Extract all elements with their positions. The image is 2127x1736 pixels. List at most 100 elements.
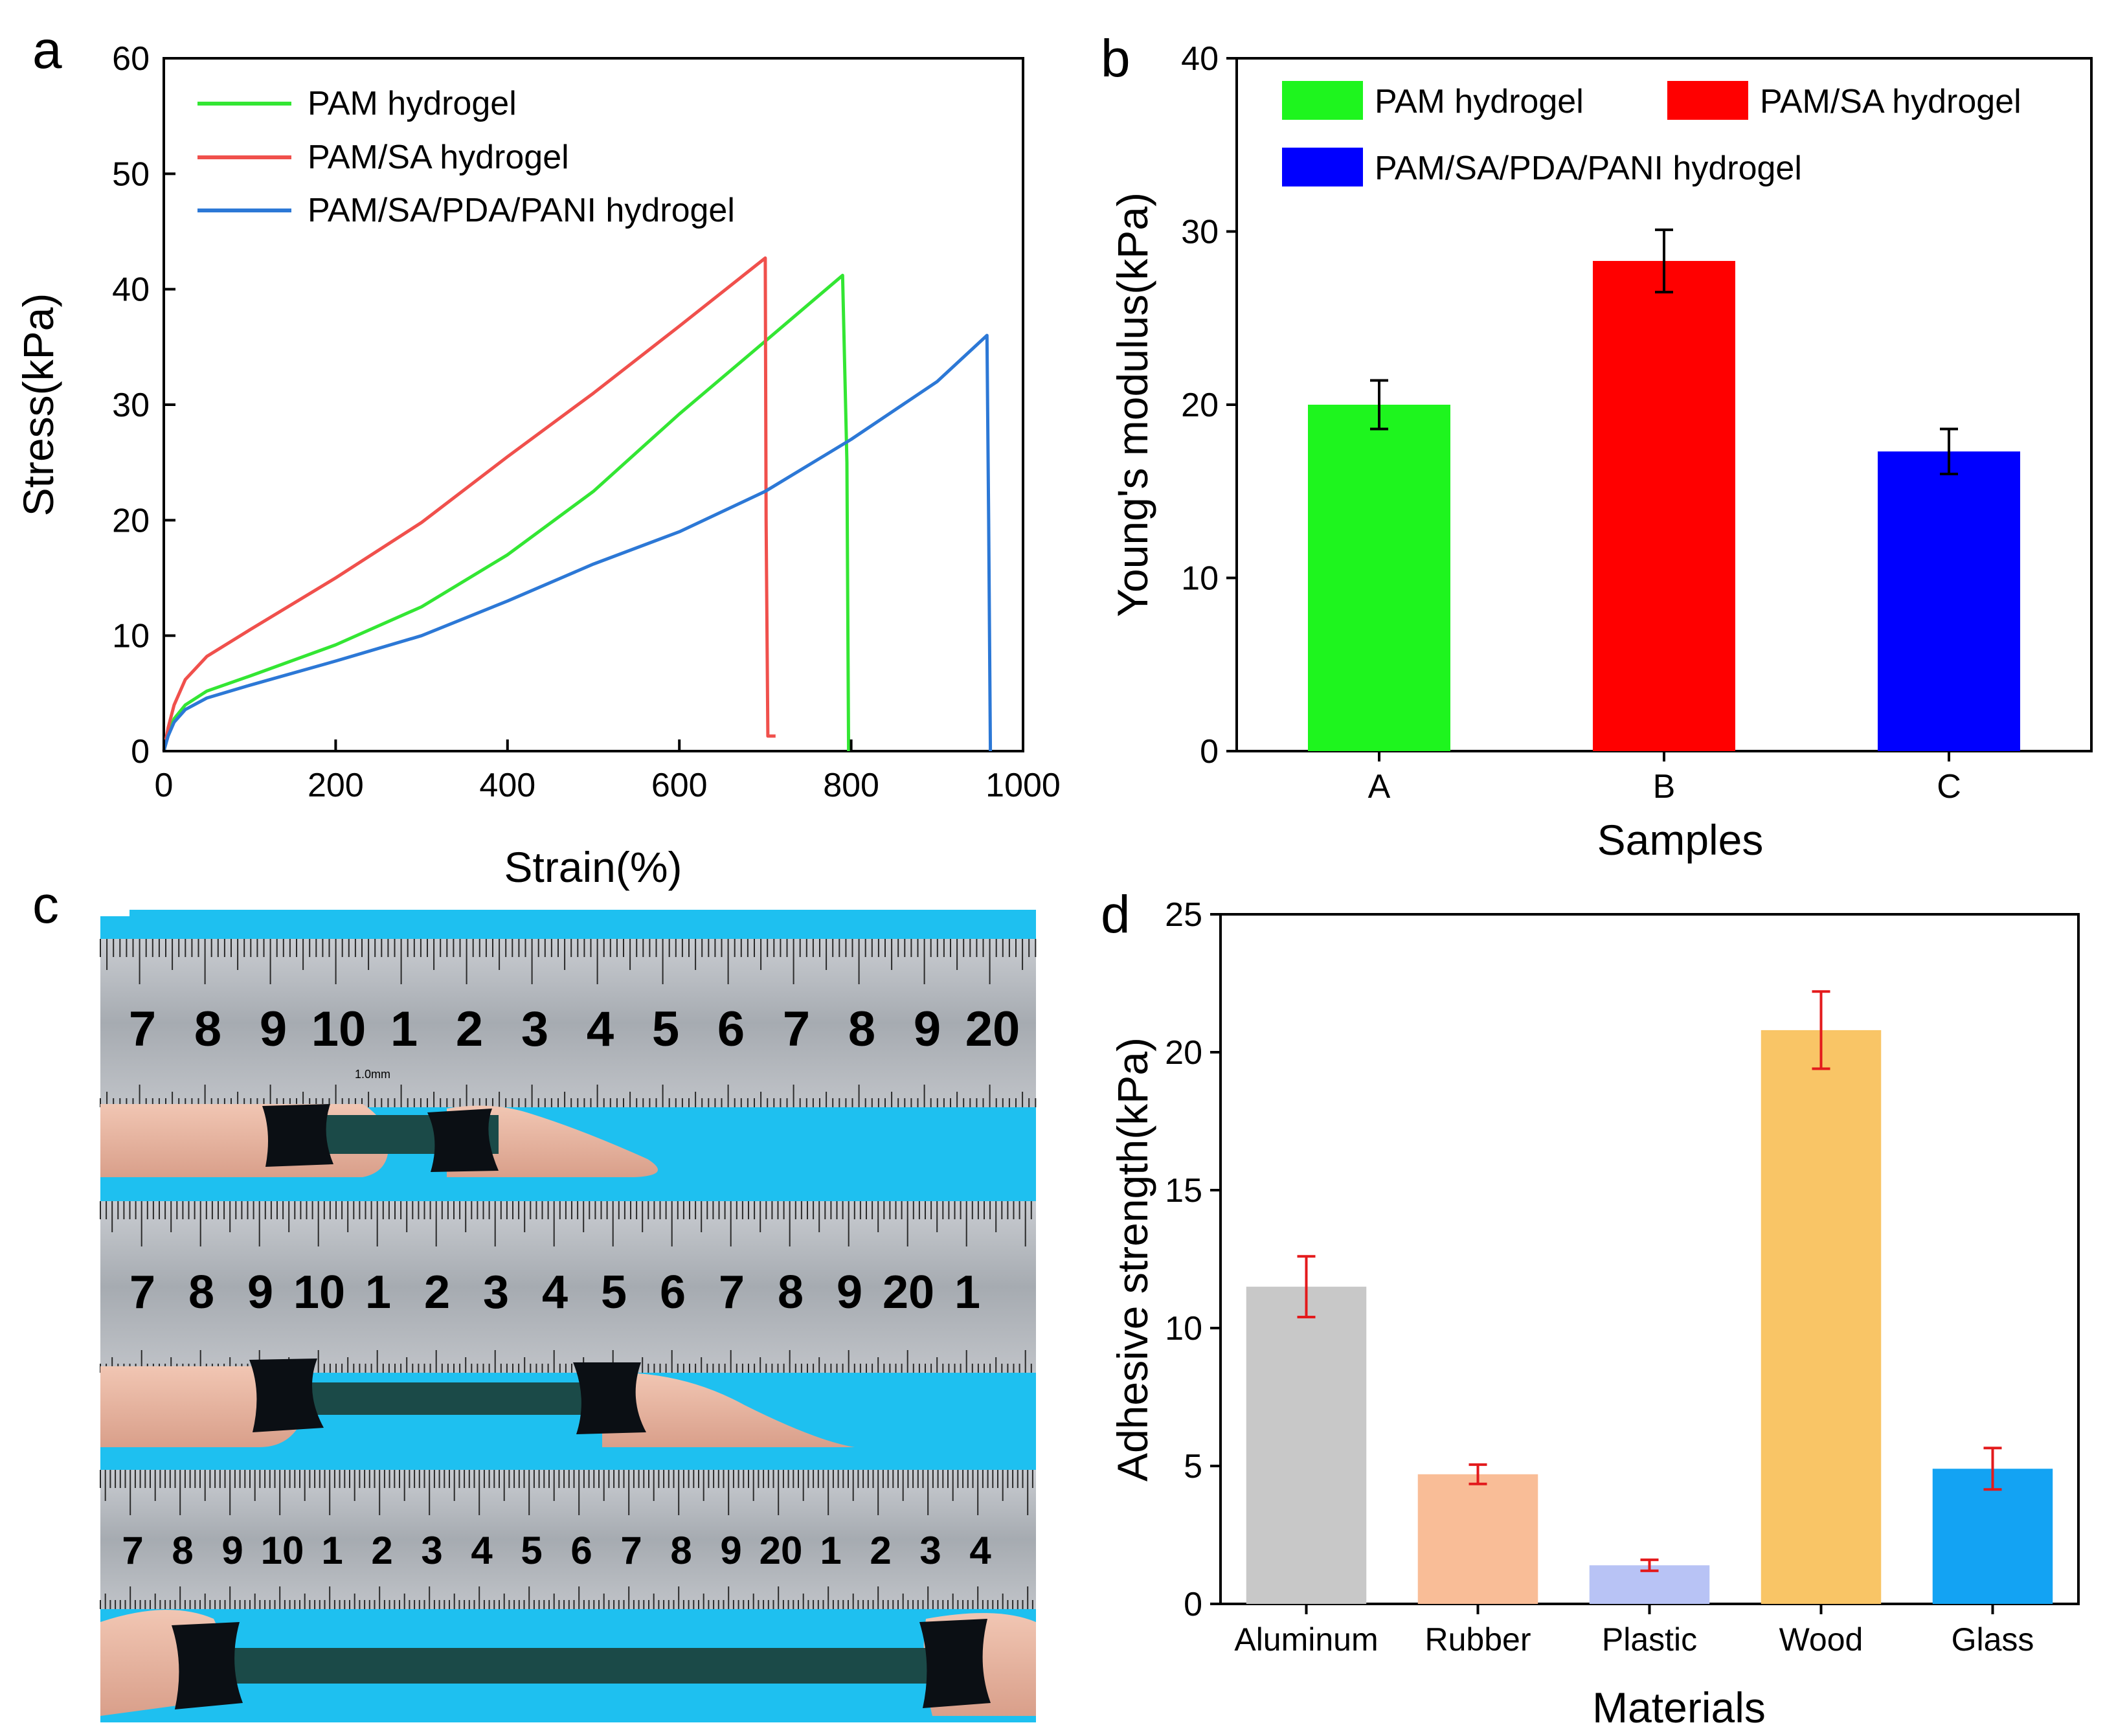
ruler-1 [100, 939, 1036, 1107]
bar-a [1308, 405, 1450, 751]
clip-left [172, 1622, 243, 1709]
ruler-number: 3 [521, 1002, 548, 1057]
y-tick-label: 0 [131, 733, 150, 771]
y-tick-label: 60 [112, 40, 150, 78]
x-axis-label: Strain(%) [504, 843, 682, 891]
ruler-number: 7 [129, 1267, 155, 1318]
x-tick-label-a: A [1368, 768, 1391, 806]
ruler-number: 10 [293, 1267, 345, 1318]
series-line-pam-sa-pda-pani-hydrogel [162, 333, 993, 752]
ruler-number: 7 [122, 1529, 143, 1572]
ruler-unit-label: 1.0mm [355, 1068, 390, 1081]
bar-c [1878, 451, 2020, 751]
ruler-number: 1 [954, 1267, 980, 1318]
bars-group [1246, 990, 2053, 1604]
y-tick-label: 25 [1165, 896, 1202, 934]
legend-label-pam: PAM hydrogel [308, 85, 517, 122]
ruler-number: 8 [194, 1002, 221, 1057]
ruler-number: 8 [670, 1529, 692, 1572]
clip-right [427, 1109, 499, 1172]
y-tick-label: 15 [1165, 1172, 1202, 1210]
y-ticks: 0 10 20 30 40 50 60 [112, 40, 175, 771]
x-tick-label-rubber: Rubber [1425, 1621, 1531, 1658]
bar-glass [1932, 1469, 2053, 1604]
ruler-number: 10 [261, 1529, 304, 1572]
x-axis-label: Samples [1597, 816, 1764, 864]
y-axis-label: Adhesive strength(kPa) [1109, 1037, 1156, 1482]
x-tick-label: 0 [155, 767, 174, 804]
ruler-numbers: 7 8 9 10 1 2 3 4 5 6 7 8 9 20 1 [129, 1267, 980, 1318]
legend-label-pam-sa: PAM/SA hydrogel [308, 139, 569, 176]
panel-letter-b: b [1101, 29, 1131, 88]
ruler-number: 8 [848, 1002, 875, 1057]
ruler-number: 7 [719, 1267, 745, 1318]
ruler-number: 6 [717, 1002, 745, 1057]
photo-row-1: 7 8 9 10 1 2 3 4 5 6 7 8 9 20 1.0mm [100, 939, 1037, 1177]
x-tick-label: 200 [308, 767, 364, 804]
ruler-ticks [100, 1470, 1033, 1609]
hand-left [100, 1366, 299, 1447]
legend: PAM hydrogel PAM/SA hydrogel PAM/SA/PDA/… [1282, 81, 2021, 187]
ruler-number: 6 [660, 1267, 686, 1318]
ruler-number: 1 [820, 1529, 841, 1572]
ruler-number: 10 [311, 1002, 366, 1057]
clip-right [919, 1619, 991, 1708]
x-tick-label-c: C [1937, 768, 1961, 806]
bar-aluminum [1246, 1287, 1367, 1604]
y-tick-label: 20 [1181, 387, 1219, 424]
y-tick-label: 40 [112, 271, 150, 309]
ruler-number: 4 [587, 1002, 614, 1057]
series-line-pam-hydrogel [162, 273, 851, 752]
legend-label-pam-sa: PAM/SA hydrogel [1760, 83, 2021, 120]
ruler-number: 2 [424, 1267, 450, 1318]
ruler-number: 5 [521, 1529, 542, 1572]
ruler-number: 3 [919, 1529, 941, 1572]
hydrogel-strip [207, 1648, 945, 1684]
y-tick-label: 5 [1184, 1448, 1202, 1485]
ruler-number: 5 [601, 1267, 627, 1318]
clip-right [573, 1362, 646, 1434]
panel-letter-d: d [1101, 885, 1131, 944]
x-tick-label-wood: Wood [1779, 1621, 1863, 1658]
ruler-numbers: 7 8 9 10 1 2 3 4 5 6 7 8 9 20 [129, 1002, 1020, 1057]
ruler-number: 1 [365, 1267, 391, 1318]
bars-group [1308, 228, 2020, 752]
x-tick-label: 800 [823, 767, 879, 804]
legend-swatch-pam-sa [1667, 81, 1748, 120]
ruler-number: 3 [421, 1529, 442, 1572]
hand-right [447, 1105, 658, 1177]
ruler-number: 4 [471, 1529, 493, 1572]
ruler-number: 9 [260, 1002, 287, 1057]
x-tick-label: 400 [479, 767, 535, 804]
y-axis-label: Stress(kPa) [14, 293, 62, 517]
x-tick-label: 600 [651, 767, 708, 804]
plot-frame [163, 57, 1024, 752]
photo-top-strip [100, 910, 129, 916]
ruler-numbers: 7 8 9 10 1 2 3 4 5 6 7 8 9 20 1 2 3 4 [122, 1529, 991, 1572]
y-ticks: 0 5 10 15 20 25 [1165, 896, 1221, 1623]
x-ticks: 0 200 400 600 800 1000 [155, 739, 1061, 804]
ruler-number: 9 [720, 1529, 741, 1572]
ruler-number: 9 [247, 1267, 273, 1318]
ruler-2 [100, 1201, 1036, 1373]
panel-letter-a: a [32, 21, 62, 80]
ruler-number: 1 [390, 1002, 418, 1057]
ruler-number: 7 [129, 1002, 156, 1057]
panel-letter-c: c [32, 875, 59, 934]
bar-rubber [1417, 1474, 1538, 1604]
y-tick-label: 50 [112, 155, 150, 193]
legend-label-pam: PAM hydrogel [1375, 83, 1584, 120]
y-tick-label: 40 [1181, 40, 1219, 78]
y-axis-label: Young's modulus(kPa) [1109, 192, 1156, 617]
ruler-number: 8 [778, 1267, 804, 1318]
series-group [162, 256, 993, 752]
ruler-number: 8 [172, 1529, 193, 1572]
legend: PAM hydrogel PAM/SA hydrogel PAM/SA/PDA/… [197, 85, 735, 229]
ruler-number: 3 [483, 1267, 509, 1318]
hydrogel-strip [285, 1382, 602, 1415]
x-tick-label-aluminum: Aluminum [1234, 1621, 1378, 1658]
ruler-number: 8 [188, 1267, 214, 1318]
ruler-ticks [100, 939, 1037, 1107]
ruler-number: 9 [837, 1267, 862, 1318]
